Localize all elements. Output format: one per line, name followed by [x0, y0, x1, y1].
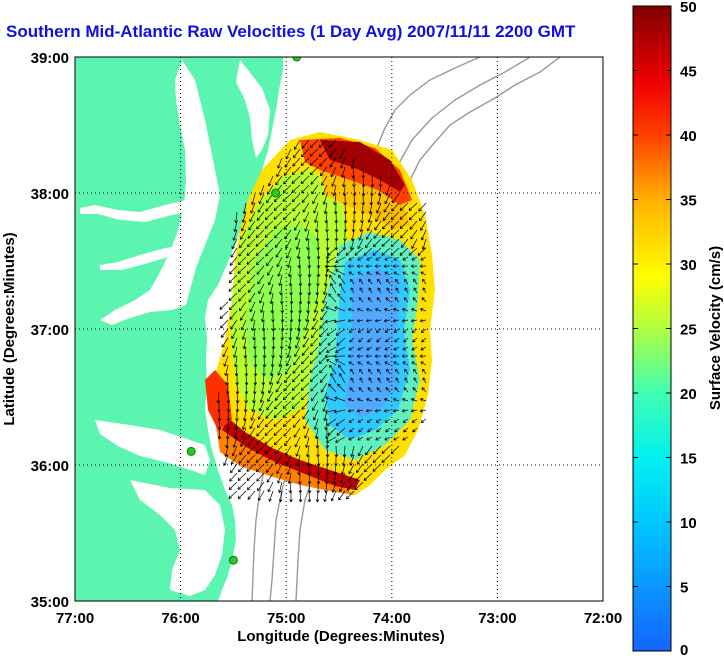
radar-station-marker [186, 446, 196, 456]
colorbar-tick-label: 25 [680, 322, 697, 339]
velocity-field [205, 132, 435, 495]
y-tick-label: 36:00 [31, 458, 69, 475]
radar-station-marker [292, 57, 302, 62]
chesapeake-bay [100, 60, 220, 325]
rappahannock-river [100, 245, 186, 270]
colorbar [632, 5, 672, 652]
y-tick-label: 38:00 [31, 186, 69, 203]
colorbar-tick-label: 30 [680, 257, 697, 274]
delaware-bay [236, 60, 270, 158]
colorbar-tick-label: 40 [680, 128, 697, 145]
colorbar-tick-label: 5 [680, 580, 688, 597]
potomac-river [80, 200, 187, 222]
colorbar-tick-label: 50 [680, 0, 697, 16]
x-tick-label: 76:00 [161, 610, 199, 627]
colorbar-label: Surface Velocity (cm/s) [707, 246, 724, 410]
radar-station-marker [271, 188, 281, 198]
x-tick-label: 73:00 [478, 610, 516, 627]
radar-stations [186, 57, 302, 565]
x-tick-label: 77:00 [56, 610, 94, 627]
y-tick-label: 39:00 [31, 50, 69, 67]
y-axis-label: Latitude (Degrees:Minutes) [1, 232, 18, 425]
colorbar-tick-label: 0 [680, 642, 688, 659]
colorbar-tick-label: 20 [680, 386, 697, 403]
colorbar-tick-label: 35 [680, 193, 697, 210]
radar-station-marker [228, 555, 238, 565]
velocity-arrows [216, 139, 427, 503]
colorbar-tick-label: 15 [680, 451, 697, 468]
y-axis-ticks: 39:00 38:00 37:00 36:00 35:00 [31, 50, 69, 611]
velocity-vectors [216, 139, 427, 503]
pamlico-sound [130, 480, 225, 596]
plot-frame [74, 56, 604, 602]
chart-title: Southern Mid-Atlantic Raw Velocities (1 … [6, 22, 576, 41]
x-axis-label: Longitude (Degrees:Minutes) [237, 628, 445, 645]
colorbar-tick-label: 45 [680, 64, 697, 81]
x-axis-ticks: 77:00 76:00 75:00 74:00 73:00 72:00 [56, 610, 622, 627]
x-tick-label: 75:00 [267, 610, 305, 627]
colorbar-tick-label: 10 [680, 515, 697, 532]
y-tick-label: 37:00 [31, 322, 69, 339]
x-tick-label: 74:00 [373, 610, 411, 627]
x-tick-label: 72:00 [584, 610, 622, 627]
y-tick-label: 35:00 [31, 594, 69, 611]
grid-lines [75, 57, 603, 601]
albemarle-sound [95, 420, 210, 475]
